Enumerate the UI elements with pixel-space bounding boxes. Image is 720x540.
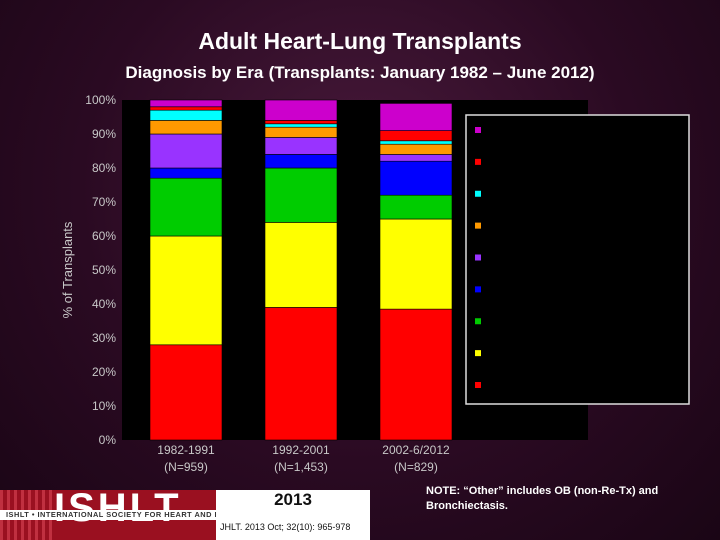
bar-segment <box>264 222 338 308</box>
bar-segment <box>379 154 453 162</box>
bar-segment <box>264 307 338 441</box>
bar-segment <box>379 308 453 441</box>
chart-title: Adult Heart-Lung Transplants <box>198 28 522 54</box>
bar-segment <box>149 235 223 346</box>
legend-swatch <box>475 190 481 197</box>
bar-segment <box>149 106 223 111</box>
y-tick-label: 90% <box>92 127 116 141</box>
ishlt-logo: ISHLT ISHLT • INTERNATIONAL SOCIETY FOR … <box>0 490 370 540</box>
legend-swatch <box>475 254 481 261</box>
subtitle-main: Diagnosis by Era <box>125 63 264 82</box>
y-axis-label: % of Transplants <box>60 221 75 318</box>
bar-segment <box>264 154 338 169</box>
bar-segment <box>149 167 223 179</box>
logo-citation-block: 2013 JHLT. 2013 Oct; 32(10): 965-978 <box>216 490 370 540</box>
y-tick-label: 30% <box>92 331 116 345</box>
x-tick-label: 1992-2001 <box>272 443 330 457</box>
footnote: NOTE: “Other” includes OB (non-Re-Tx) an… <box>426 485 659 512</box>
x-tick-label: (N=829) <box>394 460 438 474</box>
bar-segment <box>149 120 223 135</box>
legend-swatch <box>475 158 481 165</box>
bar-segment <box>379 218 453 310</box>
subtitle-paren: (Transplants: January 1982 – June 2012) <box>268 63 595 82</box>
legend-swatch <box>475 350 481 357</box>
bar-segment <box>149 177 223 237</box>
x-tick-label: 1982-1991 <box>157 443 215 457</box>
logo-band: ISHLT • INTERNATIONAL SOCIETY FOR HEART … <box>0 510 370 520</box>
y-tick-label: 50% <box>92 263 116 277</box>
report-year: 2013 <box>274 490 312 509</box>
y-tick-label: 100% <box>85 93 116 107</box>
bar-segment <box>149 99 223 108</box>
y-tick-label: 0% <box>99 433 117 447</box>
bar-segment <box>379 130 453 142</box>
legend-swatch <box>475 318 481 325</box>
bar-segment <box>379 140 453 145</box>
bar-segment <box>149 109 223 121</box>
x-tick-label: (N=1,453) <box>274 460 328 474</box>
bar-segment <box>149 344 223 441</box>
x-tick-label: 2002-6/2012 <box>382 443 450 457</box>
bar-segment <box>264 126 338 138</box>
y-tick-label: 70% <box>92 195 116 209</box>
bar-segment <box>264 99 338 121</box>
citation: JHLT. 2013 Oct; 32(10): 965-978 <box>220 522 351 532</box>
bar-segment <box>264 137 338 155</box>
y-tick-label: 20% <box>92 365 116 379</box>
bar-segment <box>379 160 453 196</box>
bar-segment <box>264 120 338 125</box>
bar-segment <box>379 143 453 155</box>
x-tick-label: (N=959) <box>164 460 208 474</box>
legend-swatch <box>475 222 481 229</box>
y-tick-label: 80% <box>92 161 116 175</box>
legend-swatch <box>475 127 481 133</box>
bar-segment <box>264 167 338 223</box>
y-tick-label: 10% <box>92 399 116 413</box>
y-tick-label: 60% <box>92 229 116 243</box>
legend-swatch <box>475 286 481 293</box>
bar-segment <box>264 123 338 128</box>
legend-swatch <box>475 382 481 388</box>
bar-segment <box>379 194 453 220</box>
legend-box <box>465 114 690 405</box>
bar-segment <box>379 103 453 131</box>
bar-segment <box>149 133 223 169</box>
logo-band-text: ISHLT • INTERNATIONAL SOCIETY FOR HEART … <box>6 510 320 519</box>
y-tick-label: 40% <box>92 297 116 311</box>
chart-subtitle: Diagnosis by Era (Transplants: January 1… <box>0 62 720 84</box>
